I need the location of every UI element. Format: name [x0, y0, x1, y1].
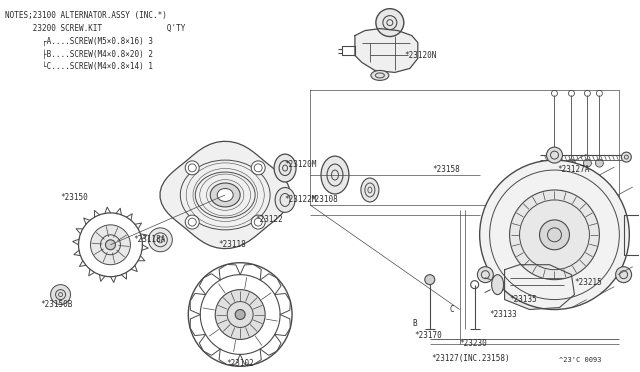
Circle shape: [595, 159, 604, 167]
Ellipse shape: [361, 178, 379, 202]
Circle shape: [106, 240, 115, 250]
Text: *23150: *23150: [61, 193, 88, 202]
Text: ┌A....SCREW(M5×0.8×16) 3: ┌A....SCREW(M5×0.8×16) 3: [4, 36, 153, 46]
Text: *23120M: *23120M: [284, 160, 316, 169]
Polygon shape: [160, 141, 291, 248]
Ellipse shape: [371, 70, 389, 80]
Ellipse shape: [492, 275, 504, 295]
Circle shape: [568, 159, 575, 167]
Circle shape: [540, 220, 570, 250]
Circle shape: [477, 267, 493, 283]
Text: NOTES;23100 ALTERNATOR.ASSY (INC.*): NOTES;23100 ALTERNATOR.ASSY (INC.*): [4, 11, 166, 20]
Circle shape: [509, 190, 600, 280]
Text: *23230: *23230: [460, 339, 488, 349]
Ellipse shape: [210, 183, 240, 207]
Circle shape: [215, 290, 265, 339]
Circle shape: [616, 267, 632, 283]
Text: *23120N: *23120N: [405, 51, 437, 60]
Circle shape: [425, 275, 435, 285]
Circle shape: [550, 159, 559, 167]
Ellipse shape: [275, 187, 295, 212]
Text: *23150B: *23150B: [40, 299, 73, 309]
Text: *23127(INC.23158): *23127(INC.23158): [432, 355, 510, 363]
Circle shape: [148, 228, 172, 252]
Ellipse shape: [217, 189, 233, 202]
Circle shape: [252, 215, 265, 229]
Text: ├B....SCREW(M4×0.8×20) 2: ├B....SCREW(M4×0.8×20) 2: [4, 49, 153, 59]
Circle shape: [584, 159, 591, 167]
Text: *23122M: *23122M: [284, 195, 316, 204]
Circle shape: [252, 161, 265, 175]
Circle shape: [51, 285, 70, 305]
Text: *23158: *23158: [433, 165, 461, 174]
Text: *23127A: *23127A: [557, 165, 590, 174]
Circle shape: [621, 152, 631, 162]
Circle shape: [547, 147, 563, 163]
Circle shape: [235, 310, 245, 320]
Text: C: C: [450, 305, 454, 314]
Circle shape: [185, 215, 199, 229]
Text: *23170: *23170: [415, 331, 442, 340]
Text: *23135: *23135: [509, 295, 538, 304]
Circle shape: [185, 161, 199, 175]
Polygon shape: [355, 29, 418, 73]
Text: B: B: [413, 320, 417, 328]
Circle shape: [479, 160, 629, 310]
Text: *23108: *23108: [310, 195, 338, 204]
Text: *23118A: *23118A: [133, 235, 166, 244]
Polygon shape: [504, 265, 575, 310]
Text: └C....SCREW(M4×0.8×14) 1: └C....SCREW(M4×0.8×14) 1: [4, 62, 153, 71]
Text: 23200 SCREW.KIT              Q'TY: 23200 SCREW.KIT Q'TY: [4, 23, 185, 33]
Text: *23118: *23118: [218, 240, 246, 249]
Text: *23215: *23215: [575, 278, 602, 287]
Text: *23133: *23133: [490, 310, 517, 318]
Text: ^23'C 0093: ^23'C 0093: [559, 357, 602, 363]
Circle shape: [376, 9, 404, 36]
Circle shape: [90, 225, 131, 265]
Ellipse shape: [321, 156, 349, 194]
Text: *23122: *23122: [255, 215, 283, 224]
Text: *23102: *23102: [227, 359, 254, 368]
Ellipse shape: [274, 154, 296, 182]
